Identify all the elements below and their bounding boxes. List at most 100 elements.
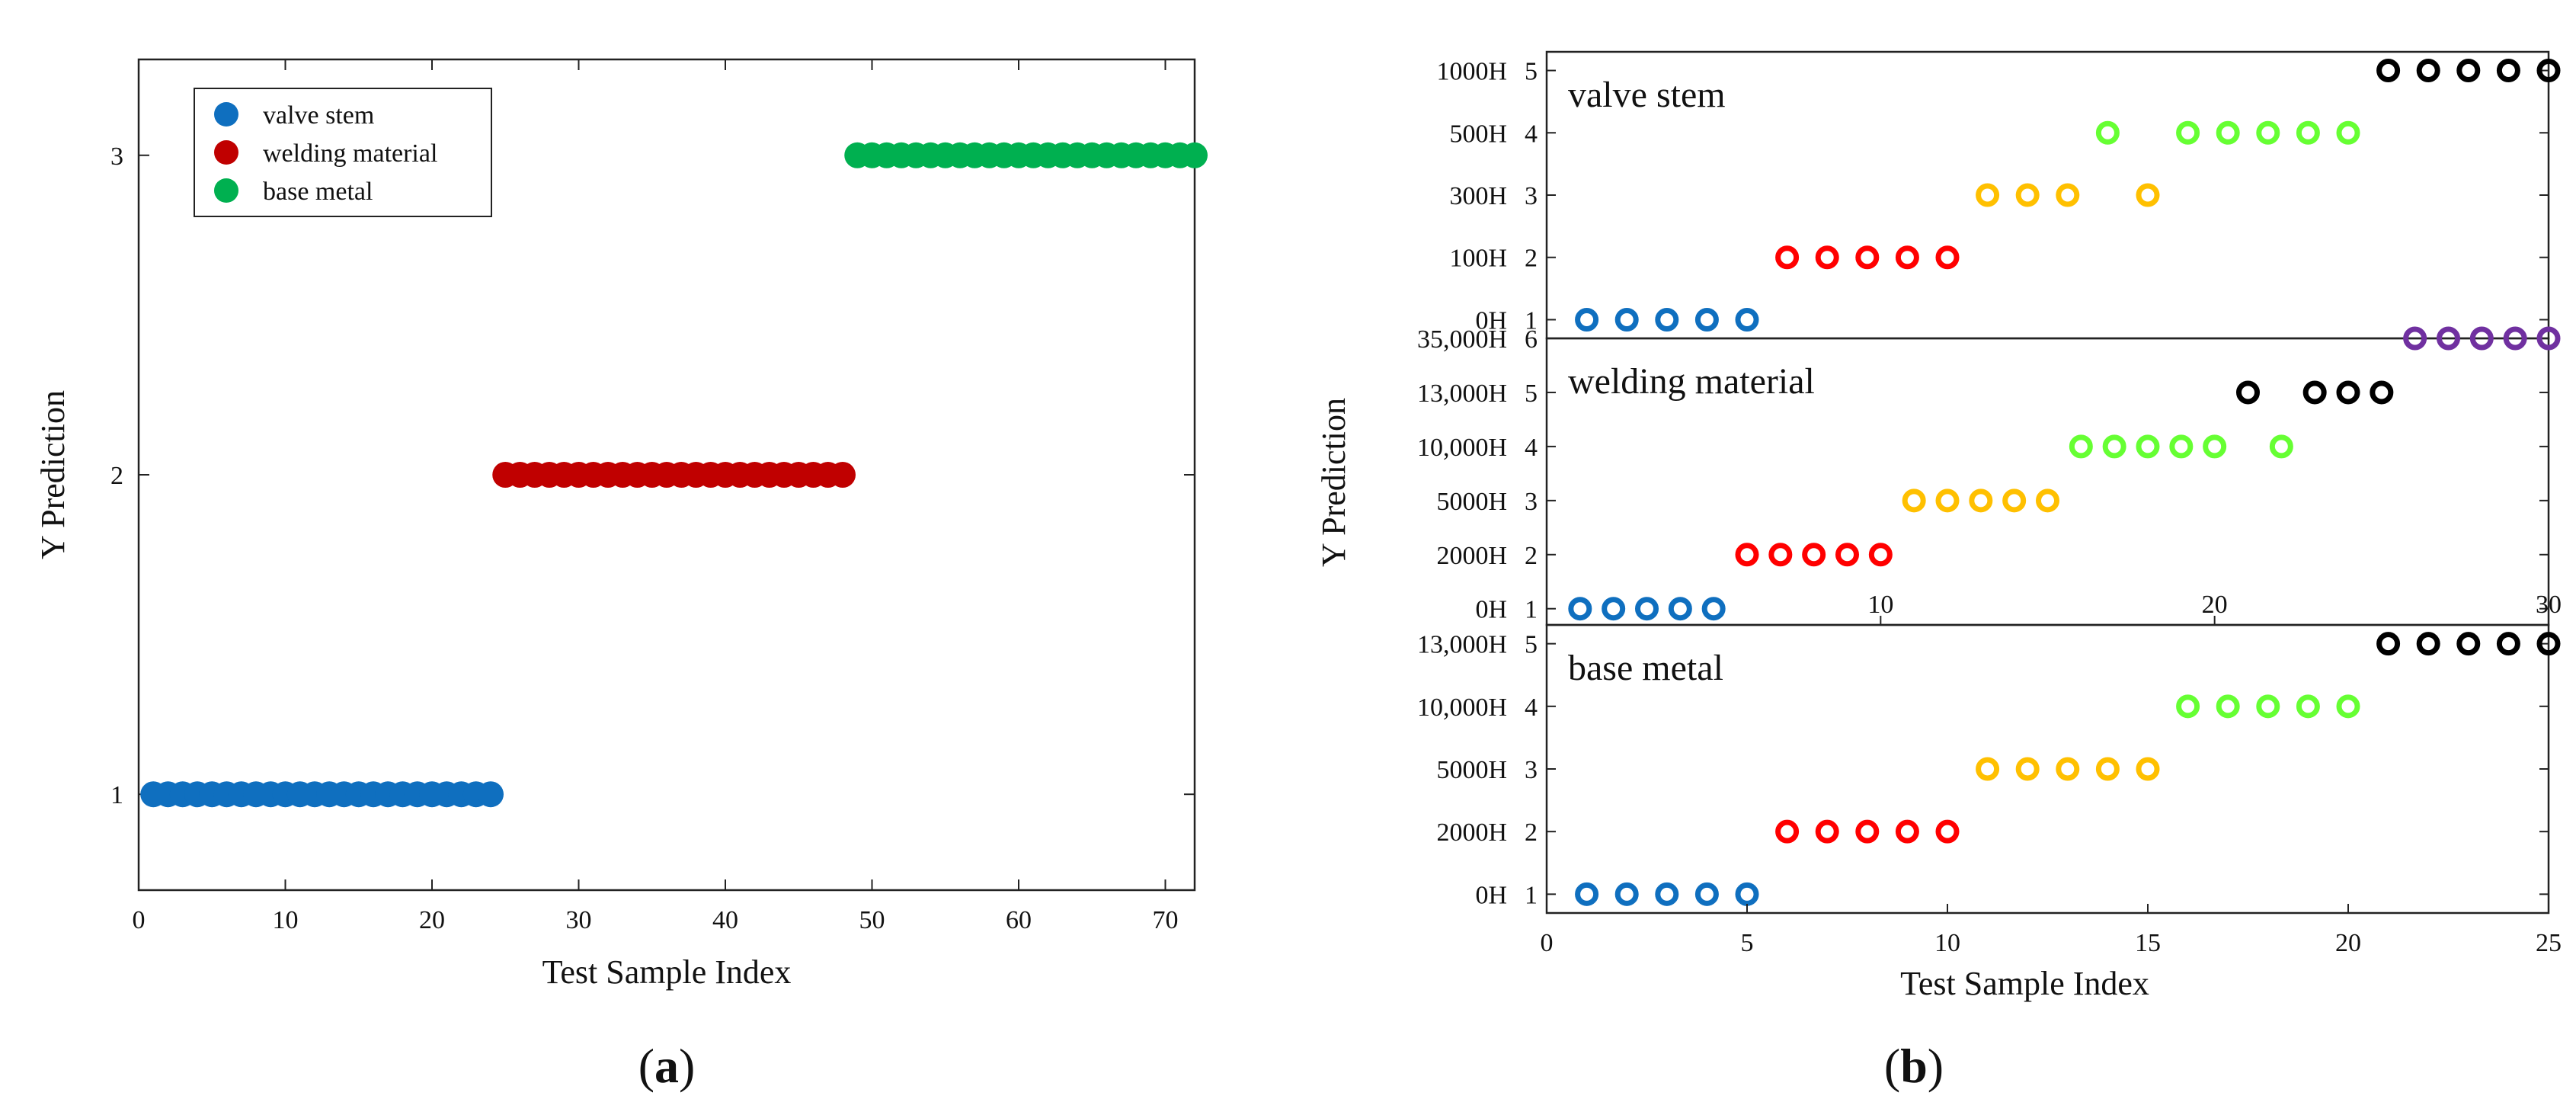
- subplot-base-metal: 1 0H 2 2000H 3 5000H 4 10,000H 5 13,000H base meta…: [1417, 623, 2562, 957]
- figure-caption-b: (b): [1884, 1039, 1944, 1093]
- subplot-title-valve-stem: valve stem: [1568, 75, 1726, 115]
- data-point: [1835, 543, 1859, 567]
- data-point: [2136, 434, 2160, 459]
- x-tick-label-a: 0: [133, 906, 146, 934]
- x-tick-label-b: 5: [1741, 929, 1754, 957]
- data-point: [2370, 380, 2394, 405]
- y-tick-hours-label: 2000H: [1436, 818, 1507, 847]
- data-point: [1614, 307, 1639, 332]
- x-tick-label-b: 20: [2335, 929, 2361, 957]
- data-point: [2302, 380, 2327, 405]
- legend-marker: [214, 178, 238, 203]
- x-tick-label-b: 15: [2135, 929, 2161, 957]
- y-tick-hours-label: 2000H: [1436, 542, 1507, 570]
- y-tick-number-b: 4: [1525, 694, 1538, 722]
- x-tick-label-a: 10: [273, 906, 299, 934]
- data-point: [2176, 694, 2200, 719]
- y-tick-number-b: 2: [1525, 245, 1538, 273]
- data-point: [1868, 543, 1893, 567]
- x-tick-label-b: 0: [1541, 929, 1554, 957]
- data-point: [2296, 120, 2320, 145]
- caption-b-open: (: [1884, 1039, 1900, 1093]
- data-point: [1575, 882, 1599, 906]
- y-tick-hours-label: 5000H: [1436, 756, 1507, 784]
- caption-a-close: ): [679, 1039, 695, 1093]
- series-valve-stem: [140, 781, 504, 808]
- y-tick-number-b: 2: [1525, 818, 1538, 847]
- data-point: [2002, 489, 2027, 513]
- data-point: [1655, 882, 1679, 906]
- legend-label: base metal: [263, 178, 373, 206]
- data-point: [1775, 819, 1800, 844]
- legend-marker: [214, 140, 238, 165]
- y-tick-number-b: 5: [1525, 380, 1538, 408]
- y-tick-hours-label: 300H: [1449, 182, 1507, 210]
- y-tick-hours-label: 0H: [1475, 881, 1507, 909]
- x-tick-label-a: 70: [1153, 906, 1179, 934]
- data-point: [2456, 632, 2481, 656]
- data-point: [2216, 120, 2240, 145]
- y-tick-number-b: 3: [1525, 182, 1538, 210]
- y-tick-label-a: 2: [110, 462, 123, 490]
- subplot-valve-stem: 1 0H 2 100H 3 300H 4 500H 5 1000H valve stem: [1436, 50, 2561, 340]
- data-point: [2376, 59, 2401, 83]
- data-point: [2456, 59, 2481, 83]
- data-point: [1735, 543, 1759, 567]
- x-tick-label-b: 10: [1934, 929, 1960, 957]
- y-tick-number-b: 3: [1525, 488, 1538, 516]
- data-point: [2336, 380, 2360, 405]
- data-point: [1969, 489, 1993, 513]
- data-point: [2336, 120, 2360, 145]
- data-point: [1855, 819, 1880, 844]
- legend-label: welding material: [263, 139, 437, 168]
- data-point: [2416, 59, 2440, 83]
- y-tick-number-b: 1: [1525, 596, 1538, 624]
- data-point: [2056, 757, 2080, 781]
- data-point: [2102, 434, 2126, 459]
- data-point: [2469, 326, 2494, 351]
- data-point: [2095, 757, 2120, 781]
- data-point: [1635, 597, 1659, 621]
- x-tick-label-b: 25: [2536, 929, 2562, 957]
- data-point: [2269, 434, 2293, 459]
- y-tick-hours-label: 0H: [1475, 596, 1507, 624]
- y-tick-hours-label: 1000H: [1436, 58, 1507, 86]
- y-tick-hours-label: 13,000H: [1417, 631, 1507, 659]
- y-tick-hours-label: 10,000H: [1417, 434, 1507, 462]
- y-tick-number-b: 1: [1525, 306, 1538, 335]
- subplot-title-base-metal: base metal: [1568, 648, 1723, 688]
- data-point: [1815, 819, 1839, 844]
- data-point: [1655, 307, 1679, 332]
- panel-a: 0 10 20 30 40 50 60 70 1 2 3 Test Sample Index Y Pre…: [34, 58, 1208, 1093]
- y-tick-label-a: 3: [110, 143, 123, 171]
- x-axis-title-a: Test Sample Index: [542, 953, 792, 991]
- data-point: [2437, 326, 2460, 351]
- data-point: [1895, 819, 1919, 844]
- data-point: [1935, 819, 1960, 844]
- caption-a-open: (: [638, 1039, 654, 1093]
- data-point: [2176, 120, 2200, 145]
- y-tick-number-b: 4: [1525, 120, 1538, 148]
- y-tick-number-b: 1: [1525, 881, 1538, 909]
- data-point: [2256, 694, 2280, 719]
- caption-b-close: ): [1928, 1039, 1944, 1093]
- subplot-welding-material: 1 0H 2 2000H 3 5000H 4 10,000H 5 13,000H 6 35,000H w…: [1417, 325, 2562, 626]
- data-point: [2256, 120, 2280, 145]
- x-tick-label-b-inner: 30: [2536, 591, 2562, 619]
- series-welding-material: [492, 462, 856, 488]
- y-tick-hours-label: 100H: [1449, 245, 1507, 273]
- data-point: [2069, 434, 2093, 459]
- series-base-metal: [844, 142, 1208, 168]
- figure-caption-a: (a): [638, 1039, 696, 1093]
- data-point: [2536, 632, 2561, 656]
- y-tick-number-b: 2: [1525, 542, 1538, 570]
- data-point: [1935, 489, 1960, 513]
- y-axis-title-b: Y Prediction: [1315, 398, 1352, 567]
- data-point: [1976, 183, 2000, 207]
- data-point: [2536, 326, 2561, 351]
- caption-a-letter: a: [654, 1039, 679, 1093]
- data-point: [1668, 597, 1692, 621]
- x-tick-label-a: 30: [566, 906, 592, 934]
- y-tick-number-b: 4: [1525, 434, 1538, 462]
